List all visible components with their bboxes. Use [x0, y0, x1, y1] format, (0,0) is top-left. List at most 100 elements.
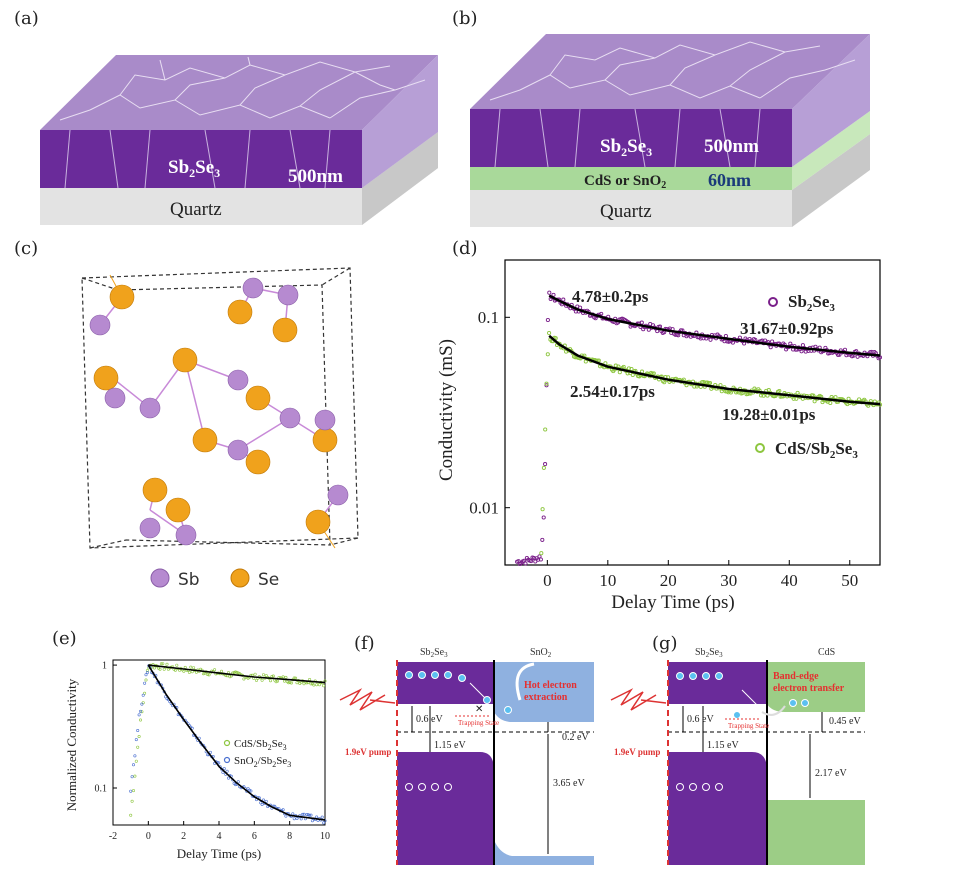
- data-point: [201, 672, 205, 676]
- chart-e-points: [129, 662, 327, 825]
- y-tick-label-1: 0.1: [478, 308, 499, 327]
- chart-d-annot-cds-slow: 19.28±0.01ps: [722, 405, 816, 424]
- data-point: [315, 815, 319, 819]
- chart-d-legend-marker-1: [755, 443, 765, 453]
- f-pump-wave: [339, 688, 386, 711]
- x-tick-label-3: 4: [217, 831, 222, 842]
- data-point: [561, 297, 566, 302]
- data-point: [165, 662, 169, 666]
- x-tick-label-2: 2: [181, 831, 186, 842]
- substrate-label-a: Quartz: [170, 199, 222, 220]
- data-point: [544, 381, 549, 386]
- data-point: [207, 673, 211, 677]
- data-point: [540, 537, 545, 542]
- g-transfer-label: Band-edge electron transfer: [773, 671, 845, 694]
- f-sb2se3-cb: [397, 662, 494, 704]
- buffer-side: [792, 111, 870, 190]
- data-point: [134, 738, 138, 742]
- data-point: [161, 662, 165, 666]
- g-trap-label: Trapping State: [728, 722, 769, 730]
- grain-boundaries-top-b: [489, 41, 856, 101]
- panel-label-f: (f): [354, 633, 375, 654]
- substrate-label-b: Quartz: [600, 201, 652, 222]
- data-point: [639, 320, 644, 325]
- atoms-se: [93, 284, 338, 535]
- f-pump-label: 1.9eV pump: [345, 747, 391, 757]
- chart-d-annot-sb-fast: 4.78±0.2ps: [572, 287, 649, 306]
- panel-f-band-diagram: Sb2Se3 SnO2 Hot electron extraction Trapp…: [339, 647, 594, 865]
- data-point: [287, 681, 291, 685]
- data-point: [545, 352, 550, 357]
- data-point: [322, 821, 326, 825]
- bonds: [99, 287, 339, 536]
- panel-label-c: (c): [14, 238, 39, 259]
- g-sb2se3-cb: [668, 662, 767, 704]
- data-point: [144, 678, 148, 682]
- data-point: [264, 799, 268, 803]
- data-point: [234, 670, 238, 674]
- fit-curve-1: [548, 334, 881, 406]
- data-point: [208, 750, 212, 754]
- data-point: [255, 678, 259, 682]
- x-tick-label-1: 10: [599, 571, 616, 590]
- data-point: [545, 317, 550, 323]
- data-point: [260, 678, 264, 682]
- data-point: [292, 676, 296, 680]
- quartz-side: [362, 132, 438, 225]
- film-front: [40, 130, 362, 188]
- g-e3: 0.45 eV: [829, 716, 861, 727]
- data-point: [183, 665, 187, 669]
- data-point: [225, 769, 229, 773]
- f-e1: 0.6 eV: [416, 714, 443, 725]
- legend-sb-marker: [150, 568, 170, 588]
- fit-curve-0: [148, 664, 326, 684]
- x-tick-label-1: 0: [146, 831, 151, 842]
- data-point: [651, 371, 656, 376]
- data-point: [271, 674, 275, 678]
- data-point: [701, 380, 706, 385]
- data-point: [828, 400, 833, 406]
- data-point: [730, 340, 735, 345]
- x-tick-label-3: 30: [720, 571, 737, 590]
- chart-e-ticks: -2 0 2 4 6 8 10 0.1 1: [95, 660, 331, 842]
- panel-g-band-diagram: Sb2Se3 CdS Band-edge electron transfer Tr…: [610, 647, 865, 865]
- g-cds-vb: [767, 800, 865, 865]
- data-point: [308, 677, 312, 681]
- grain-boundaries-front: [64, 129, 331, 189]
- data-point: [320, 815, 324, 819]
- chart-d-xlabel: Delay Time (ps): [611, 592, 735, 613]
- g-pump-wave: [610, 688, 657, 711]
- data-point: [235, 670, 239, 674]
- f-extraction-arrow: [515, 662, 535, 701]
- data-point: [291, 812, 295, 816]
- data-point: [777, 388, 782, 394]
- fit-curve-0: [548, 294, 881, 357]
- chart-d-ylabel: Conductivity (mS): [436, 339, 457, 481]
- data-point: [310, 819, 314, 823]
- x-tick-label-0: -2: [109, 831, 117, 842]
- g-e2: 1.15 eV: [707, 740, 739, 751]
- data-point: [164, 695, 168, 699]
- f-relax-arrow: [469, 682, 486, 699]
- buffer-label: CdS or SnO2: [584, 173, 666, 191]
- data-point: [249, 789, 253, 793]
- data-point: [141, 693, 145, 697]
- data-point: [305, 813, 309, 817]
- chart-e-legend-marker-0: [223, 739, 231, 747]
- data-point: [302, 682, 306, 686]
- grain-boundaries-front-b: [494, 108, 761, 168]
- data-point: [544, 383, 549, 388]
- f-electrons: [405, 671, 512, 714]
- data-point: [206, 672, 210, 676]
- data-point: [242, 677, 246, 681]
- data-point: [547, 330, 552, 336]
- data-point: [599, 311, 604, 316]
- f-trap-label: Trapping State: [458, 719, 499, 727]
- g-right-material: CdS: [818, 647, 835, 658]
- data-point: [227, 776, 231, 780]
- data-point: [837, 352, 842, 357]
- data-point: [322, 684, 326, 688]
- g-holes: [676, 783, 723, 791]
- f-sb2se3-vb: [397, 752, 494, 865]
